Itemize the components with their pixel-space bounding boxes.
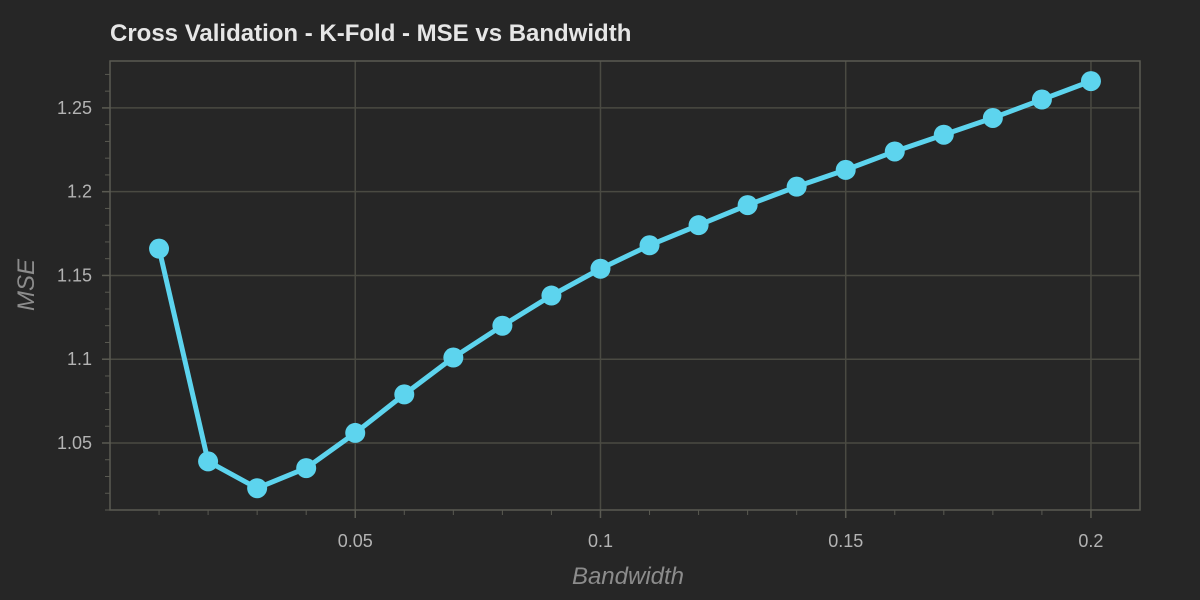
x-tick-label: 0.15: [828, 531, 863, 551]
data-point: [1080, 71, 1101, 92]
x-tick-label: 0.05: [338, 531, 373, 551]
series-layer: [149, 71, 1101, 499]
data-point: [639, 235, 660, 256]
data-point: [884, 141, 905, 162]
data-point: [1031, 89, 1052, 110]
data-point: [737, 195, 758, 216]
y-axis-label: MSE: [13, 258, 40, 311]
data-point: [345, 422, 366, 443]
y-tick-label: 1.1: [67, 349, 92, 369]
x-tick-label: 0.2: [1078, 531, 1103, 551]
x-axis-label: Bandwidth: [572, 563, 684, 590]
data-point: [835, 159, 856, 180]
y-tick-label: 1.05: [57, 433, 92, 453]
y-tick-label: 1.15: [57, 265, 92, 285]
y-tick-label: 1.2: [67, 182, 92, 202]
x-tick-label: 0.1: [588, 531, 613, 551]
plot-frame: [109, 60, 1141, 511]
data-point: [149, 238, 170, 259]
chart-title: Cross Validation - K-Fold - MSE vs Bandw…: [110, 20, 631, 47]
data-point: [198, 451, 219, 472]
series-line: [156, 78, 1094, 491]
data-point: [541, 285, 562, 306]
data-point: [247, 478, 268, 499]
data-point: [296, 458, 317, 479]
data-point: [688, 215, 709, 236]
data-point: [786, 176, 807, 197]
axis-layer: 0.05 0.1 0.15 0.2 1.05 1.1 1.15 1.2 1.25: [57, 60, 1141, 551]
grid-layer: [110, 61, 1140, 510]
data-point: [492, 315, 513, 336]
data-point: [590, 258, 611, 279]
data-point: [443, 347, 464, 368]
data-point: [982, 107, 1003, 128]
data-point: [933, 124, 954, 145]
data-point: [394, 384, 415, 405]
y-tick-label: 1.25: [57, 98, 92, 118]
